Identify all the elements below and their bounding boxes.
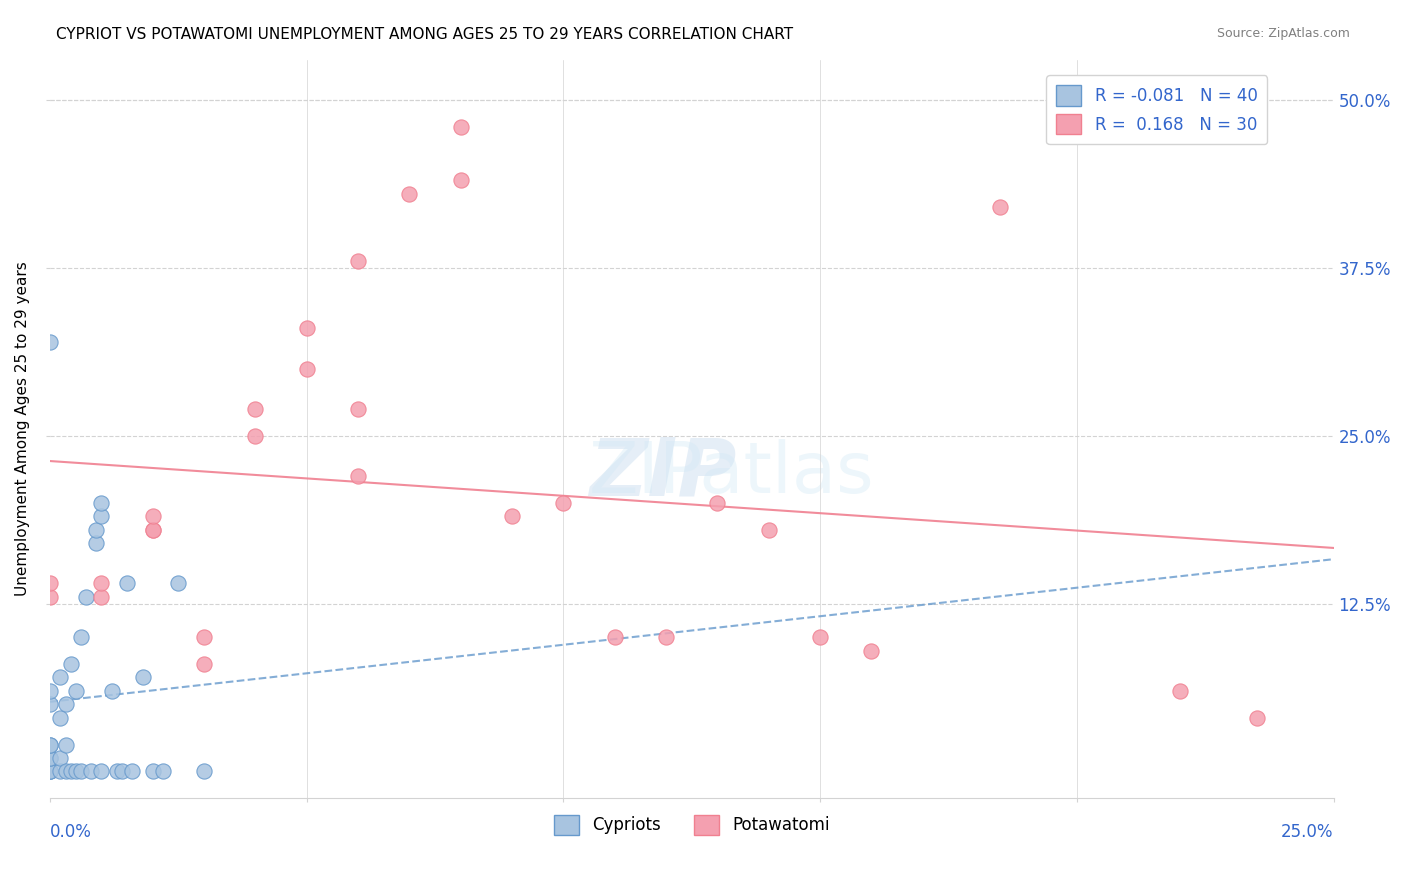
Point [75,590,97,604]
Point [347,469,370,483]
Point [59,657,82,671]
Point [105,764,128,779]
Point [39,738,62,752]
Point [152,764,174,779]
Point [295,361,318,376]
Point [501,509,523,524]
Point [70,764,93,779]
Point [49,764,72,779]
Point [121,764,143,779]
Point [142,523,165,537]
Point [39,764,62,779]
Point [39,751,62,765]
Point [706,496,728,510]
Point [115,576,138,591]
Point [59,764,82,779]
Point [49,751,72,765]
Point [1246,711,1268,725]
Point [450,120,472,134]
Point [245,428,267,442]
Point [39,684,62,698]
Point [39,764,62,779]
Point [90,509,112,524]
Point [39,576,62,591]
Point [90,576,112,591]
Point [347,254,370,268]
Legend: Cypriots, Potawatomi: Cypriots, Potawatomi [547,808,837,842]
Text: ZIPatlas: ZIPatlas [589,439,875,508]
Text: CYPRIOT VS POTAWATOMI UNEMPLOYMENT AMONG AGES 25 TO 29 YEARS CORRELATION CHART: CYPRIOT VS POTAWATOMI UNEMPLOYMENT AMONG… [56,27,793,42]
Point [86,536,108,550]
Point [988,200,1011,214]
Text: Source: ZipAtlas.com: Source: ZipAtlas.com [1216,27,1350,40]
Point [65,764,87,779]
Point [39,751,62,765]
Point [193,764,215,779]
Point [553,496,575,510]
Point [1168,684,1191,698]
Point [245,401,267,416]
Point [39,698,62,712]
Point [347,401,370,416]
Point [450,173,472,187]
Point [49,711,72,725]
Point [398,186,420,201]
Text: ZIP: ZIP [589,434,737,512]
Point [49,670,72,684]
Point [193,630,215,644]
Point [55,764,77,779]
Point [142,523,165,537]
Point [131,670,153,684]
Text: 0.0%: 0.0% [51,823,91,841]
Point [111,764,134,779]
Point [39,334,62,349]
Point [758,523,780,537]
Point [142,509,165,524]
Point [90,764,112,779]
Point [808,630,831,644]
Point [295,321,318,335]
Point [142,764,165,779]
Point [167,576,190,591]
Point [603,630,626,644]
Point [90,590,112,604]
Point [86,523,108,537]
Point [55,738,77,752]
Point [860,643,883,657]
Point [80,764,103,779]
Point [39,590,62,604]
Point [55,698,77,712]
Point [193,657,215,671]
Point [65,684,87,698]
Point [70,630,93,644]
Point [39,764,62,779]
Point [90,496,112,510]
Point [100,684,122,698]
Y-axis label: Unemployment Among Ages 25 to 29 years: Unemployment Among Ages 25 to 29 years [15,261,30,597]
Point [655,630,678,644]
Point [39,738,62,752]
Text: 25.0%: 25.0% [1281,823,1333,841]
